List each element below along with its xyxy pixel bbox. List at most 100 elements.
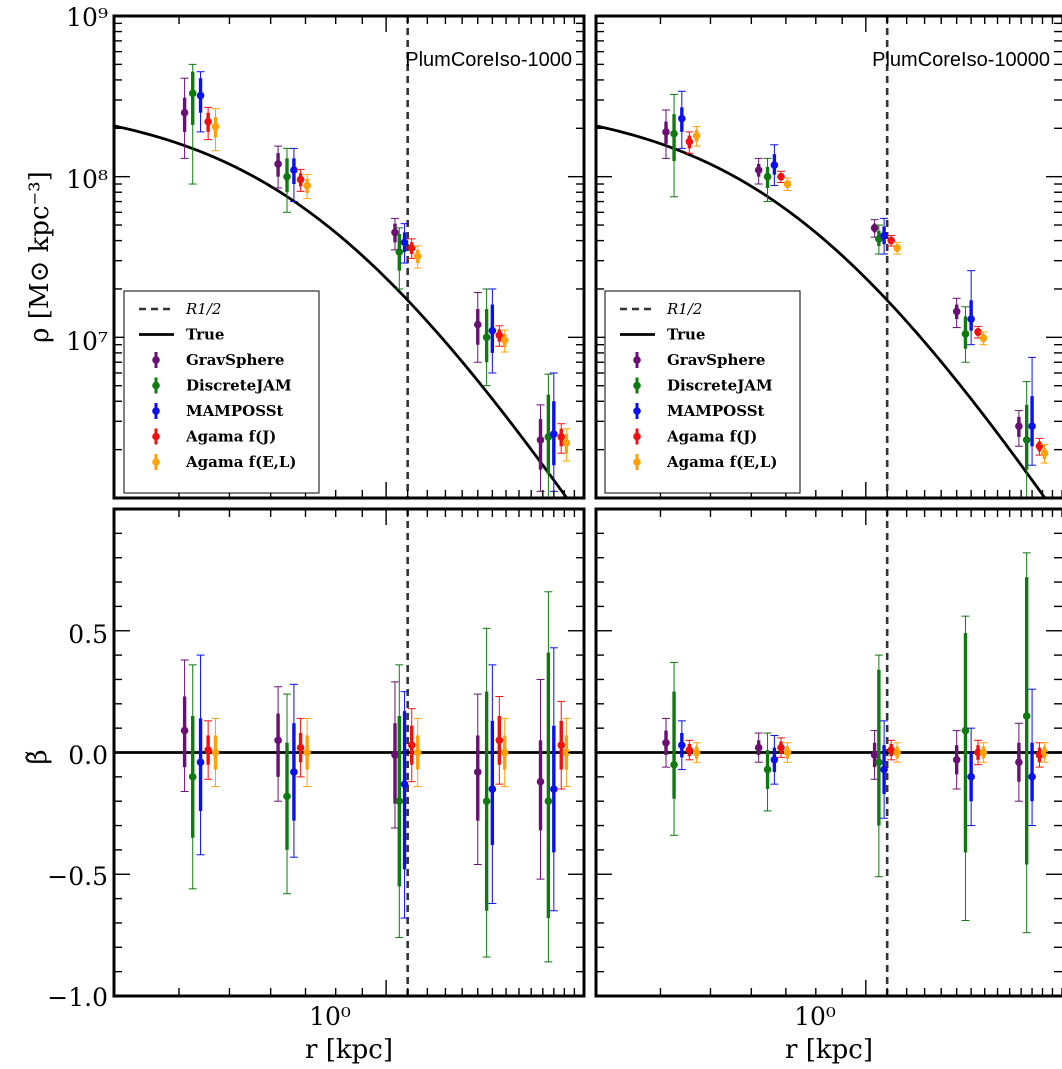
series-agama-f-j- [204,106,566,454]
data-point [783,748,792,757]
legend-label: GravSphere [186,351,284,369]
density-panel-10000 [594,14,1062,500]
legend-entry: R1/2 [620,300,702,318]
legend-label: True [667,326,705,344]
legend-label: Agama f(E,L) [185,453,297,471]
data-point [893,244,901,252]
data-point [875,758,883,767]
data-point [400,780,409,788]
legend-swatch-marker [633,407,641,415]
data-point [283,792,291,801]
data-point [952,756,961,764]
data-point [407,741,416,749]
data-point [1015,758,1023,767]
series-gravsphere [180,659,545,880]
data-point [188,773,197,781]
data-point [979,748,988,757]
data-point [180,108,189,117]
data-point [893,748,901,757]
y-axis-title-anisotropy: β̃ [23,749,53,764]
data-point [763,172,772,181]
legend-label: Agama f(J) [666,428,757,446]
data-point [488,785,497,793]
legend-swatch-marker [633,356,641,364]
data-point [1022,712,1031,720]
data-point [283,172,291,181]
data-point [211,748,220,757]
data-point [500,336,509,344]
legend-swatch-marker [633,432,641,441]
data-point [770,756,779,764]
legend-entry: DiscreteJAM [152,377,292,395]
y-tick-label-1e7: 10⁷ [66,327,108,356]
plot-area [114,16,571,498]
legend-label: MAMPOSSt [186,402,284,420]
plot-area [596,16,1049,498]
plot-area [596,509,1062,996]
data-point [536,777,545,786]
legend-entry: True [620,326,705,344]
y-axis-title-density: ρ [M⊙ kpc⁻³] [25,171,55,343]
data-point [1022,436,1031,444]
legend-label: DiscreteJAM [667,377,773,395]
y-tick-label-0.0: 0.0 [68,741,108,770]
series-agama-f-j- [685,737,1044,768]
data-point [482,797,491,805]
data-point [188,89,197,98]
data-point [290,166,298,174]
data-point [783,180,792,188]
data-point [495,736,504,745]
data-point [880,231,888,240]
legend-label: Agama f(E,L) [666,453,778,471]
data-point [391,751,399,759]
data-point [196,91,205,100]
data-point [296,175,305,184]
data-point [662,128,670,136]
data-point [692,748,701,757]
data-point [562,748,571,757]
legend-swatch-marker [152,356,160,364]
data-point [974,328,982,336]
data-point [544,797,553,805]
series-agama-f-j- [685,131,1044,456]
legend-entry: Agama f(J) [152,428,276,446]
legend-entry: Agama f(E,L) [152,453,297,471]
data-point [500,748,509,757]
data-point [473,768,482,776]
data-point [196,758,205,767]
data-point [211,122,220,131]
data-point [870,224,879,232]
panel-frame [112,14,586,500]
legend-label: R1/2 [666,300,702,318]
legend-entry: GravSphere [633,351,765,369]
y-tick-label-1e8: 10⁸ [66,165,108,194]
data-point [303,748,311,757]
legend-left: R1/2 True GravSphere DiscreteJAM MAMPOSSt Aga… [123,290,320,494]
data-point [204,117,212,126]
data-point [1035,442,1044,451]
series-agama-f-j- [204,695,566,790]
legend-label: Agama f(J) [185,428,276,446]
data-point [770,161,779,169]
series-agama-f-e-l- [692,126,1049,464]
plot-area [114,509,584,996]
data-point [961,726,970,735]
series-agama-f-e-l- [692,742,1049,763]
data-point [961,330,970,338]
legend-label: DiscreteJAM [186,377,292,395]
panel-title-10000: PlumCoreIso-10000 [872,49,1050,71]
y-tick-label-0.5: 0.5 [68,620,108,649]
data-point [413,748,422,757]
legend-swatch-marker [633,458,641,466]
x-axis-title-left: r [kpc] [305,1035,393,1065]
data-point [974,748,982,757]
legend-entry: Agama f(J) [633,428,757,446]
legend-label: R1/2 [185,300,221,318]
legend-swatch-marker [152,381,160,390]
legend-swatch-marker [633,381,641,390]
series-discretejam [188,63,553,498]
series-discretejam [188,591,553,963]
data-point [685,746,694,754]
legend-swatch-marker [152,432,160,441]
